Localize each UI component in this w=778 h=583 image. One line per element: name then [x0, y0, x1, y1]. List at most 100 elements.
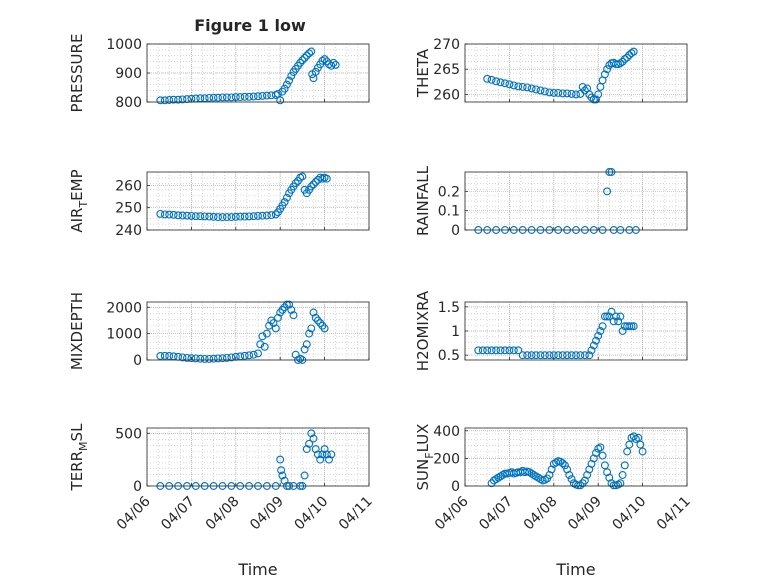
data-point	[634, 433, 643, 442]
y-tick-label: 0.5	[438, 348, 460, 364]
data-point	[160, 351, 169, 360]
data-point	[165, 210, 174, 219]
data-point	[483, 346, 492, 355]
data-point	[540, 475, 549, 484]
data-point	[183, 95, 191, 104]
data-point	[245, 92, 254, 101]
data-point	[267, 316, 276, 325]
data-point	[576, 351, 585, 360]
data-point	[558, 89, 567, 98]
data-point	[607, 307, 616, 316]
data-point	[320, 445, 329, 454]
data-point	[509, 346, 518, 355]
data-point	[280, 476, 289, 485]
subplot-8: 0 200 400 04/06 04/07 04/08 04/09 04/10 04/11 SUN…	[414, 424, 694, 579]
data-point	[267, 211, 276, 220]
data-point	[305, 49, 314, 58]
data-point	[618, 471, 627, 479]
subplot-6: 0.5 1 1.5 H2OMIXRA	[414, 290, 688, 371]
data-point	[227, 353, 236, 362]
data-point	[222, 93, 231, 102]
data-point	[572, 351, 580, 360]
data-point	[300, 471, 309, 480]
y-tick-label: 400	[433, 424, 460, 440]
data-point	[307, 47, 316, 56]
data-point	[616, 312, 625, 321]
data-point	[178, 95, 187, 104]
subplot-1: 800 900 1000 PRESSURE	[68, 34, 370, 112]
data-point	[549, 88, 558, 97]
data-point	[245, 212, 254, 221]
data-point	[209, 354, 218, 363]
x-tick-label: 04/08	[521, 493, 561, 533]
data-point	[501, 346, 509, 355]
data-point	[196, 354, 205, 363]
data-point	[218, 93, 227, 102]
data-point	[258, 211, 267, 220]
data-point	[596, 327, 605, 335]
data-point	[174, 95, 183, 104]
data-point	[567, 475, 576, 484]
x-tick-label: 04/07	[158, 493, 198, 533]
y-tick-label: 1.5	[438, 300, 460, 316]
data-point	[320, 324, 329, 333]
data-point	[536, 351, 545, 360]
data-point	[160, 210, 169, 219]
data-point	[496, 346, 505, 355]
data-point	[627, 49, 636, 58]
data-point	[218, 354, 227, 363]
data-point	[478, 346, 487, 355]
data-point	[313, 175, 322, 184]
y-tick-label: 0	[133, 479, 142, 495]
data-point	[620, 55, 629, 64]
data-point	[178, 353, 187, 362]
data-point	[600, 70, 609, 79]
data-point	[329, 58, 338, 67]
data-point	[249, 212, 258, 221]
data-point	[291, 179, 300, 188]
data-point	[276, 455, 285, 464]
data-point	[325, 455, 333, 464]
data-point	[254, 92, 262, 101]
data-point	[316, 455, 325, 464]
data-point	[563, 89, 572, 98]
axes-box	[146, 171, 370, 231]
data-point	[309, 308, 318, 317]
data-point	[487, 346, 496, 355]
data-point	[227, 93, 236, 102]
axes-box	[146, 427, 370, 487]
data-point	[254, 349, 262, 358]
data-point	[594, 90, 603, 99]
data-point	[200, 212, 209, 221]
x-tick-label: 04/09	[247, 493, 287, 533]
data-point	[249, 350, 258, 359]
data-point	[307, 182, 316, 191]
data-point	[196, 94, 205, 103]
x-tick-label: 04/06	[114, 493, 154, 533]
data-point	[558, 351, 567, 360]
data-point	[514, 346, 523, 355]
data-point	[298, 172, 307, 181]
data-point	[313, 450, 322, 459]
data-point	[318, 450, 327, 459]
x-tick-label: 04/11	[654, 493, 694, 533]
y-tick-label: 2000	[106, 300, 142, 316]
data-point	[258, 91, 267, 100]
data-point	[278, 471, 287, 480]
data-point	[483, 74, 492, 83]
y-tick-label: 1000	[106, 327, 142, 343]
data-point	[612, 312, 620, 321]
y-tick-label: 270	[433, 37, 460, 53]
data-point	[285, 300, 294, 309]
data-point	[245, 351, 254, 360]
data-point	[282, 80, 291, 89]
data-point	[505, 80, 514, 89]
data-point	[196, 212, 205, 221]
data-point	[214, 93, 222, 102]
series-markers	[156, 172, 331, 222]
data-point	[565, 471, 574, 479]
data-point	[600, 312, 609, 321]
x-tick-label: 04/10	[610, 493, 650, 533]
data-point	[160, 96, 169, 105]
